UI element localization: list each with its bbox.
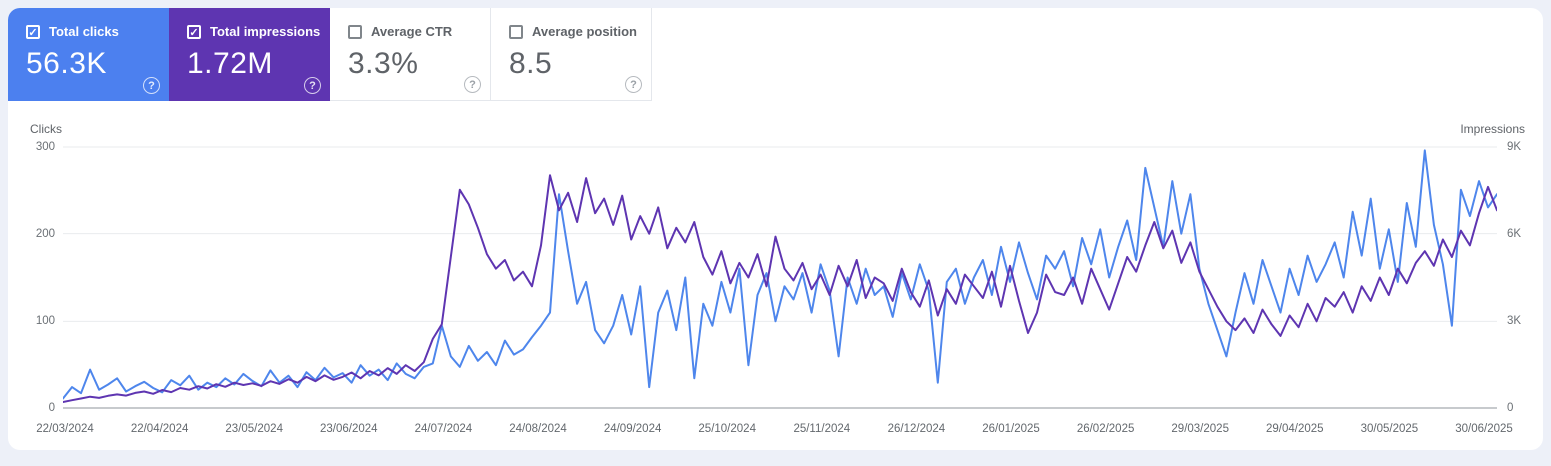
tile-average-position[interactable]: Average position 8.5 ? [491, 8, 652, 101]
x-axis-tick: 25/10/2024 [698, 423, 756, 435]
right-axis-tick: 9K [1507, 141, 1522, 153]
help-icon[interactable]: ? [464, 76, 481, 93]
help-icon[interactable]: ? [625, 76, 642, 93]
tile-label: Total clicks [49, 24, 119, 39]
x-axis-tick: 24/08/2024 [509, 423, 567, 435]
total-clicks-checkbox[interactable]: ✓ [26, 24, 40, 39]
impressions-line[interactable] [63, 174, 1497, 403]
help-icon[interactable]: ? [304, 77, 321, 94]
right-axis-tick: 3K [1507, 315, 1522, 328]
tile-label: Average CTR [371, 24, 453, 39]
x-axis-tick: 23/05/2024 [225, 423, 283, 435]
clicks-line[interactable] [63, 149, 1497, 400]
average-position-checkbox[interactable] [509, 24, 523, 39]
tile-total-impressions[interactable]: ✓ Total impressions 1.72M ? [169, 8, 330, 101]
x-axis-tick: 29/04/2025 [1266, 423, 1324, 435]
x-axis-tick: 30/06/2025 [1455, 423, 1513, 435]
left-axis-tick: 200 [35, 227, 55, 240]
average-position-value: 8.5 [509, 47, 553, 80]
tile-total-clicks[interactable]: ✓ Total clicks 56.3K ? [8, 8, 169, 101]
average-ctr-value: 3.3% [348, 47, 419, 80]
x-axis-tick: 26/12/2024 [887, 423, 946, 435]
x-axis-tick: 23/06/2024 [320, 423, 378, 435]
x-axis-tick: 26/02/2025 [1076, 423, 1135, 435]
total-impressions-value: 1.72M [187, 47, 273, 80]
x-axis-tick: 30/05/2025 [1360, 423, 1419, 435]
tile-average-ctr[interactable]: Average CTR 3.3% ? [330, 8, 491, 101]
check-icon: ✓ [189, 26, 199, 39]
left-axis-tick: 0 [48, 402, 55, 414]
x-axis-tick: 26/01/2025 [982, 423, 1040, 435]
right-axis-tick: 0 [1507, 402, 1514, 414]
right-axis-tick: 6K [1507, 227, 1522, 240]
performance-chart: Clicks Impressions 300 9K 200 6K 100 3K 0 0 22/… [8, 118, 1543, 438]
right-axis-title: Impressions [1460, 122, 1525, 136]
left-axis-title: Clicks [30, 122, 62, 136]
total-clicks-value: 56.3K [26, 47, 107, 80]
check-icon: ✓ [28, 26, 38, 39]
x-axis-tick: 29/03/2025 [1171, 423, 1229, 435]
average-ctr-checkbox[interactable] [348, 24, 362, 39]
x-axis-tick: 22/03/2024 [36, 423, 94, 435]
help-icon[interactable]: ? [143, 77, 160, 94]
chart-canvas[interactable] [63, 146, 1497, 409]
performance-panel: ✓ Total clicks 56.3K ? ✓ Total impressio… [8, 8, 1543, 450]
metric-tiles: ✓ Total clicks 56.3K ? ✓ Total impressio… [8, 8, 1543, 101]
chart-plot-area[interactable]: 300 9K 200 6K 100 3K 0 0 [36, 141, 1521, 414]
x-axis-tick: 24/09/2024 [603, 423, 662, 435]
x-axis-tick: 25/11/2024 [793, 423, 851, 435]
tile-label: Total impressions [210, 24, 321, 39]
total-impressions-checkbox[interactable]: ✓ [187, 24, 201, 39]
tile-label: Average position [532, 24, 637, 39]
x-axis-labels: 22/03/2024 22/04/2024 23/05/2024 23/06/2024… [8, 423, 1543, 439]
x-axis-tick: 22/04/2024 [130, 423, 189, 435]
left-axis-tick: 100 [35, 315, 55, 328]
left-axis-tick: 300 [35, 141, 55, 153]
x-axis-tick: 24/07/2024 [414, 423, 473, 435]
